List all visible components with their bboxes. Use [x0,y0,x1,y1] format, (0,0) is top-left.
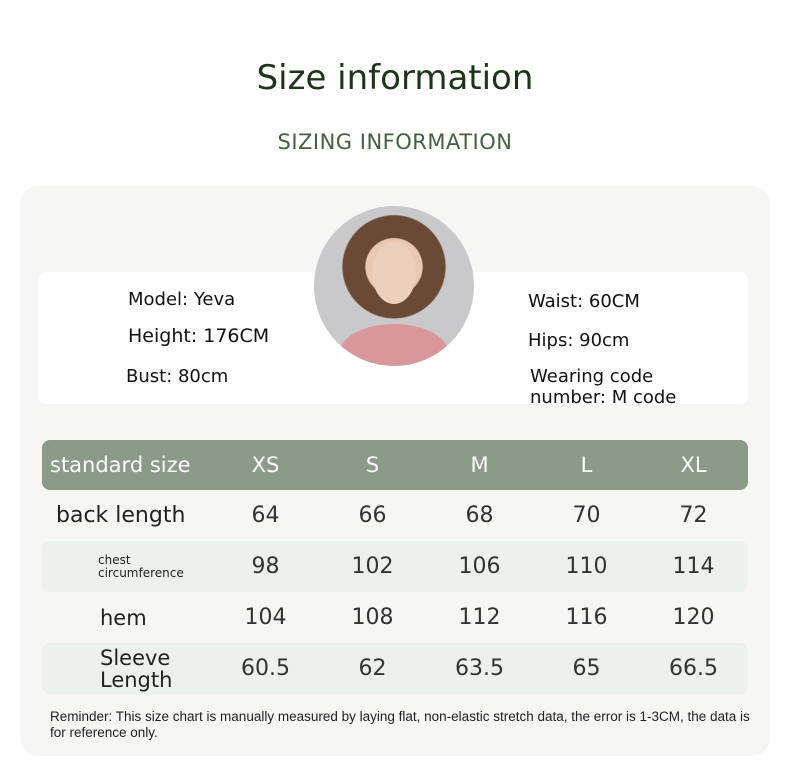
size-table: standard size XS S M L XL back length 64… [42,440,748,694]
cell: 120 [672,605,715,630]
cell: 108 [351,605,394,630]
cell: 116 [565,605,608,630]
model-bust: Bust: 80cm [126,366,229,387]
cell: 66 [358,503,387,528]
header-cell: S [365,453,380,477]
header-cell: XS [251,453,280,477]
header-cell: XL [680,453,707,477]
cell: 68 [465,503,494,528]
cell: 60.5 [241,656,290,681]
model-waist: Waist: 60CM [528,291,640,312]
row-label: Sleeve Length [100,645,173,692]
table-row: Sleeve Length 60.5 62 63.5 65 66.5 [42,643,748,694]
cell: 102 [351,554,394,579]
model-hips: Hips: 90cm [528,330,630,351]
cell: 104 [244,605,287,630]
row-label: back length [56,503,186,528]
cell: 106 [458,554,501,579]
table-row: hem 104 108 112 116 120 [42,592,748,643]
cell: 112 [458,605,501,630]
header-cell: M [470,453,489,477]
row-label: hem [100,605,147,630]
model-photo [314,206,474,366]
page-title: Size information [256,58,534,98]
cell: 114 [672,554,715,579]
cell: 62 [358,656,387,681]
cell: 98 [251,554,280,579]
cell: 65 [572,656,601,681]
model-name: Model: Yeva [128,289,236,310]
cell: 110 [565,554,608,579]
row-label: chest circumference [98,552,184,580]
header-cell: standard size [50,453,191,477]
model-wearing-size: Wearing code number: M code [530,366,677,408]
table-row: back length 64 66 68 70 72 [42,490,748,541]
cell: 66.5 [669,656,718,681]
cell: 70 [572,503,601,528]
table-row: chest circumference 98 102 106 110 114 [42,541,748,592]
cell: 72 [679,503,708,528]
header-cell: L [580,453,593,477]
cell: 63.5 [455,656,504,681]
page-subtitle: SIZING INFORMATION [277,130,513,154]
model-height: Height: 176CM [128,325,270,347]
table-header-row: standard size XS S M L XL [42,440,748,490]
reminder-note: Reminder: This size chart is manually me… [50,709,750,740]
cell: 64 [251,503,280,528]
